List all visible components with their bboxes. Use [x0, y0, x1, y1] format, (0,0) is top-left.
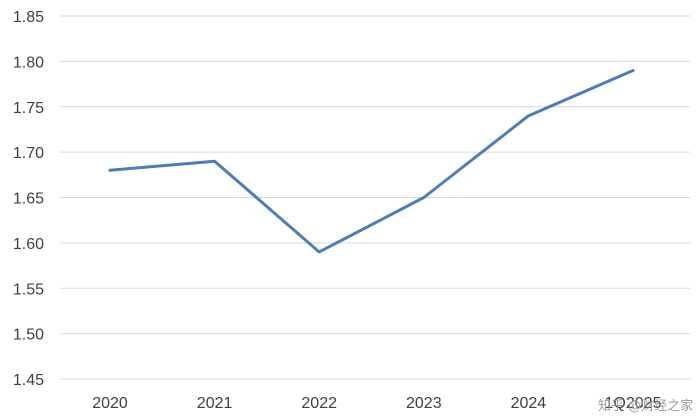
- y-tick-label: 1.85: [13, 9, 44, 26]
- x-tick-label: 1Q2025: [605, 395, 662, 412]
- y-axis-tick-labels: 1.45 1.50 1.55 1.60 1.65 1.70 1.75 1.80 1.85: [13, 9, 44, 389]
- x-tick-label: 2021: [197, 395, 233, 412]
- x-tick-label: 2024: [511, 395, 547, 412]
- y-tick-label: 1.80: [13, 54, 44, 71]
- x-tick-label: 2023: [406, 395, 442, 412]
- x-tick-label: 2020: [92, 395, 128, 412]
- x-axis-tick-labels: 2020 2021 2022 2023 2024 1Q2025: [92, 395, 661, 412]
- y-tick-label: 1.50: [13, 327, 44, 344]
- gridlines: [60, 15, 690, 380]
- series-line-0: [108, 68, 635, 254]
- y-tick-label: 1.65: [13, 191, 44, 208]
- y-tick-label: 1.60: [13, 236, 44, 253]
- y-tick-label: 1.45: [13, 372, 44, 389]
- watermark-text: 知乎 @财经之家: [598, 398, 693, 414]
- y-tick-label: 1.75: [13, 100, 44, 117]
- x-tick-label: 2022: [301, 395, 337, 412]
- y-tick-label: 1.70: [13, 145, 44, 162]
- y-tick-label: 1.55: [13, 281, 44, 298]
- series-lines: [108, 68, 635, 254]
